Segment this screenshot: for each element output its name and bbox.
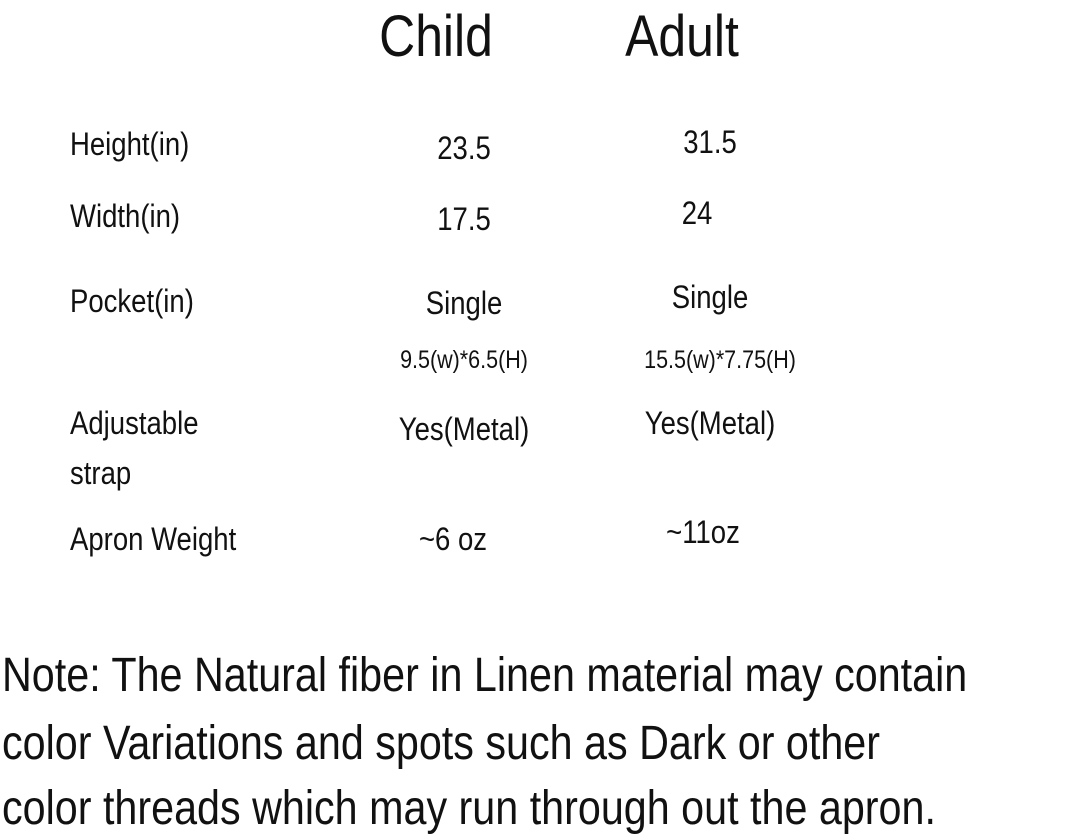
child-pocket-dimensions: 9.5(w)*6.5(H) — [400, 346, 528, 374]
adult-strap: Yes(Metal) — [644, 405, 776, 441]
label-strap: strap — [70, 455, 132, 491]
note-line-2: color Variations and spots such as Dark … — [2, 717, 881, 770]
child-width: 17.5 — [437, 201, 491, 237]
label-width: Width(in) — [70, 198, 181, 234]
adult-pocket-dimensions: 15.5(w)*7.75(H) — [644, 346, 796, 374]
child-height: 23.5 — [437, 130, 491, 166]
header-child: Child — [379, 4, 493, 69]
adult-width: 24 — [681, 195, 713, 231]
label-weight: Apron Weight — [70, 521, 237, 557]
child-weight: ~6 oz — [418, 521, 488, 557]
adult-height: 31.5 — [683, 124, 737, 160]
label-pocket: Pocket(in) — [70, 283, 194, 319]
adult-pocket: Single — [671, 279, 749, 315]
child-strap: Yes(Metal) — [398, 411, 530, 447]
label-adjustable: Adjustable — [70, 405, 199, 441]
note-line-3: color threads which may run through out … — [2, 782, 936, 835]
child-pocket: Single — [425, 285, 503, 321]
label-height: Height(in) — [70, 126, 190, 162]
adult-weight: ~11oz — [666, 514, 740, 550]
note-line-1: Note: The Natural fiber in Linen materia… — [2, 649, 968, 702]
header-adult: Adult — [625, 4, 739, 69]
